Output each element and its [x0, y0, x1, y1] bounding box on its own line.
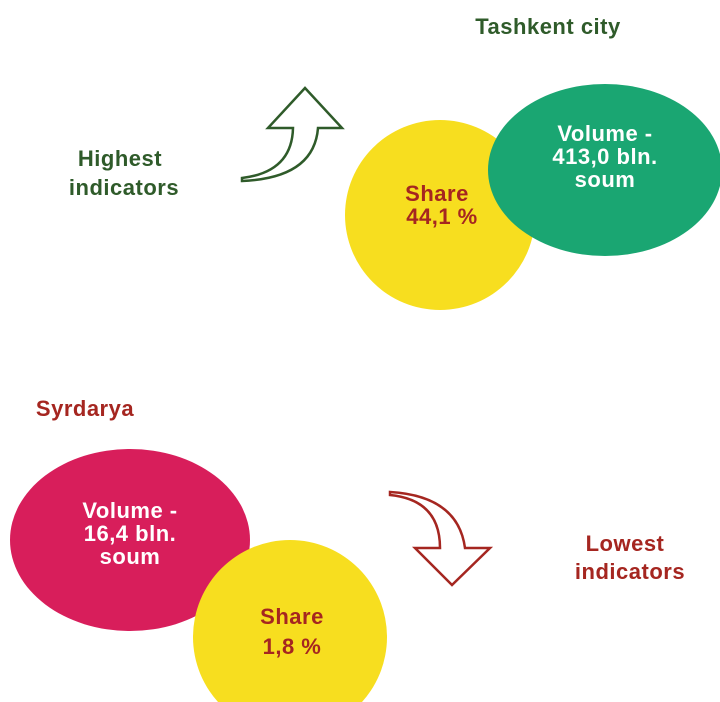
share-text: Share: [405, 181, 469, 206]
region-title: Tashkent city: [475, 14, 621, 39]
volume-text: Volume -: [557, 121, 652, 146]
indicator-label: indicators: [69, 175, 179, 200]
region-title: Syrdarya: [36, 396, 134, 421]
up-arrow: [240, 86, 345, 183]
down-arrow: [388, 490, 494, 587]
volume-text: soum: [100, 544, 161, 569]
indicator-label: Lowest: [586, 531, 665, 556]
share-circle: [345, 120, 535, 310]
share-circle: [193, 540, 387, 702]
volume-circle: [10, 449, 250, 631]
indicator-label: Highest: [78, 146, 162, 171]
share-text: 44,1 %: [406, 204, 478, 229]
volume-text: 413,0 bln.: [552, 144, 657, 169]
volume-text: Volume -: [82, 498, 177, 523]
indicator-label: indicators: [575, 559, 685, 584]
volume-circle: [488, 84, 720, 256]
volume-text: 16,4 bln.: [84, 521, 177, 546]
share-text: 1,8 %: [263, 634, 322, 659]
share-text: Share: [260, 604, 324, 629]
volume-text: soum: [575, 167, 636, 192]
